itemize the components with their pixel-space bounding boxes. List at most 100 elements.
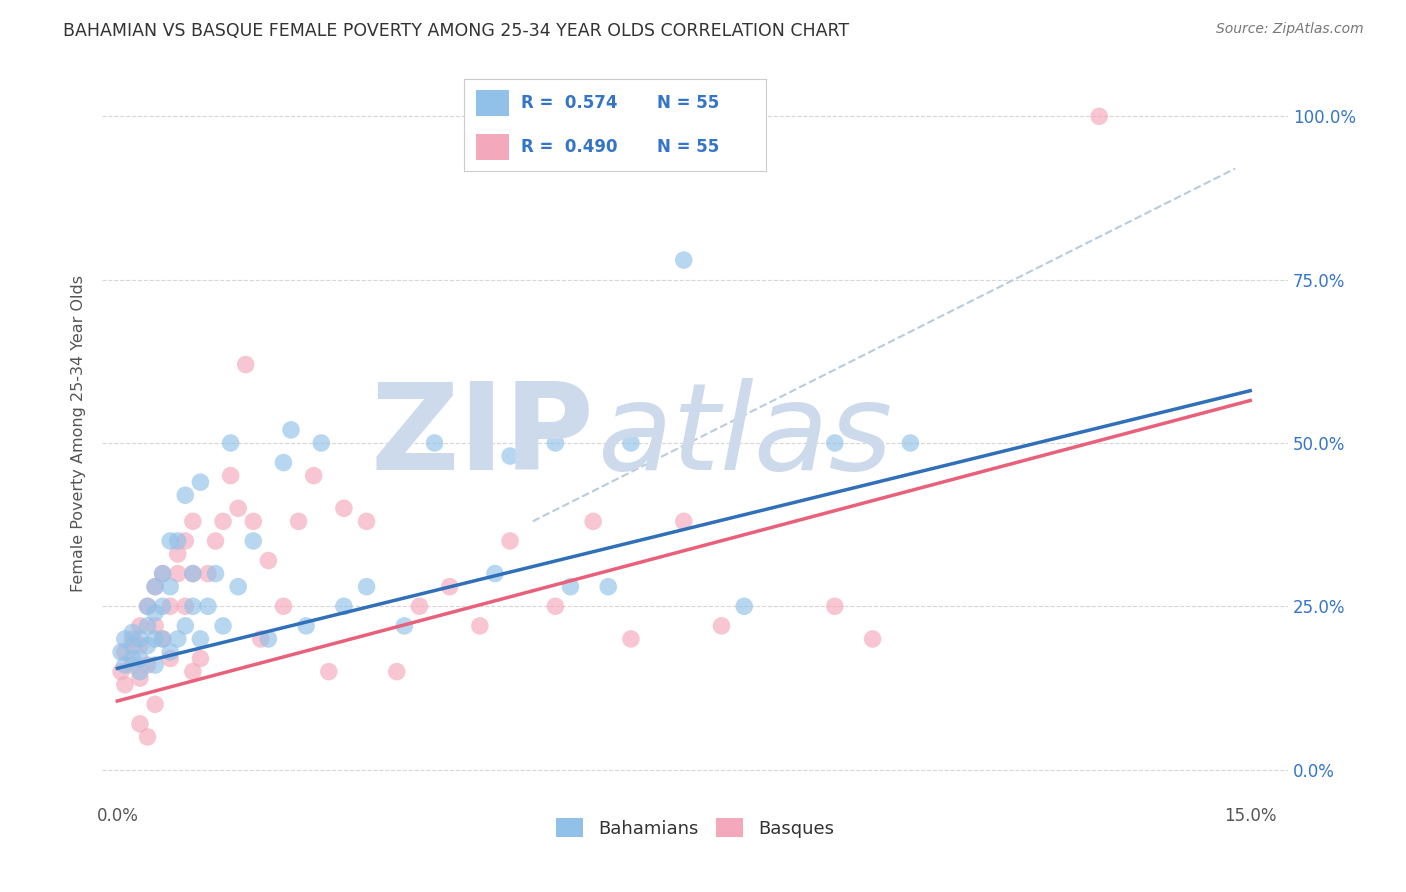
Text: BAHAMIAN VS BASQUE FEMALE POVERTY AMONG 25-34 YEAR OLDS CORRELATION CHART: BAHAMIAN VS BASQUE FEMALE POVERTY AMONG … — [63, 22, 849, 40]
Point — [129, 632, 152, 646]
Point — [309, 436, 332, 450]
Point — [129, 639, 152, 653]
Point — [273, 599, 295, 614]
Point — [181, 566, 204, 581]
Point — [174, 619, 197, 633]
Point — [166, 533, 188, 548]
Point — [242, 533, 264, 548]
Legend: Bahamians, Basques: Bahamians, Basques — [550, 811, 841, 845]
Point — [152, 632, 174, 646]
Point — [484, 566, 506, 581]
Point — [212, 619, 235, 633]
Point — [143, 658, 166, 673]
Point — [733, 599, 755, 614]
Point — [136, 658, 159, 673]
Point — [273, 456, 295, 470]
Point — [672, 253, 695, 268]
Point — [136, 599, 159, 614]
Point — [152, 599, 174, 614]
Point — [190, 632, 212, 646]
Point — [197, 599, 219, 614]
Point — [710, 619, 733, 633]
Point — [499, 533, 522, 548]
Point — [408, 599, 430, 614]
Text: Source: ZipAtlas.com: Source: ZipAtlas.com — [1216, 22, 1364, 37]
Point — [181, 665, 204, 679]
Point — [219, 436, 242, 450]
Point — [129, 619, 152, 633]
Point — [544, 436, 567, 450]
Point — [121, 639, 143, 653]
Point — [181, 514, 204, 528]
Point — [560, 580, 582, 594]
Point — [152, 566, 174, 581]
Point — [295, 619, 318, 633]
Point — [129, 717, 152, 731]
Point — [121, 658, 143, 673]
Point — [287, 514, 309, 528]
Point — [862, 632, 884, 646]
Point — [499, 449, 522, 463]
Point — [110, 645, 132, 659]
Point — [824, 436, 846, 450]
Text: ZIP: ZIP — [371, 378, 595, 495]
Point — [136, 639, 159, 653]
Point — [136, 599, 159, 614]
Point — [121, 651, 143, 665]
Point — [824, 599, 846, 614]
Point — [226, 501, 249, 516]
Point — [181, 599, 204, 614]
Point — [143, 580, 166, 594]
Point — [121, 625, 143, 640]
Point — [129, 665, 152, 679]
Y-axis label: Female Poverty Among 25-34 Year Olds: Female Poverty Among 25-34 Year Olds — [72, 275, 86, 591]
Point — [159, 599, 181, 614]
Point — [226, 580, 249, 594]
Point — [197, 566, 219, 581]
Point — [114, 632, 136, 646]
Point — [159, 645, 181, 659]
Text: atlas: atlas — [598, 378, 893, 495]
Point — [166, 547, 188, 561]
Point — [121, 632, 143, 646]
Point — [439, 580, 461, 594]
Point — [250, 632, 273, 646]
Point — [181, 566, 204, 581]
Point — [143, 698, 166, 712]
Point — [159, 651, 181, 665]
Point — [318, 665, 340, 679]
Point — [114, 678, 136, 692]
Point — [235, 358, 257, 372]
Point — [620, 632, 643, 646]
Point — [136, 619, 159, 633]
Point — [143, 606, 166, 620]
Point — [333, 501, 356, 516]
Point — [174, 533, 197, 548]
Point — [219, 468, 242, 483]
Point — [898, 436, 921, 450]
Point — [333, 599, 356, 614]
Point — [114, 658, 136, 673]
Point — [152, 566, 174, 581]
Point — [114, 645, 136, 659]
Point — [212, 514, 235, 528]
Point — [356, 514, 378, 528]
Point — [257, 553, 280, 567]
Point — [672, 514, 695, 528]
Point — [280, 423, 302, 437]
Point — [598, 580, 620, 594]
Point — [385, 665, 408, 679]
Point — [423, 436, 446, 450]
Point — [394, 619, 416, 633]
Point — [159, 580, 181, 594]
Point — [143, 619, 166, 633]
Point — [129, 651, 152, 665]
Point — [204, 566, 226, 581]
Point — [159, 533, 181, 548]
Point — [174, 488, 197, 502]
Point — [136, 730, 159, 744]
Point — [620, 436, 643, 450]
Point — [302, 468, 325, 483]
Point — [544, 599, 567, 614]
Point — [152, 632, 174, 646]
